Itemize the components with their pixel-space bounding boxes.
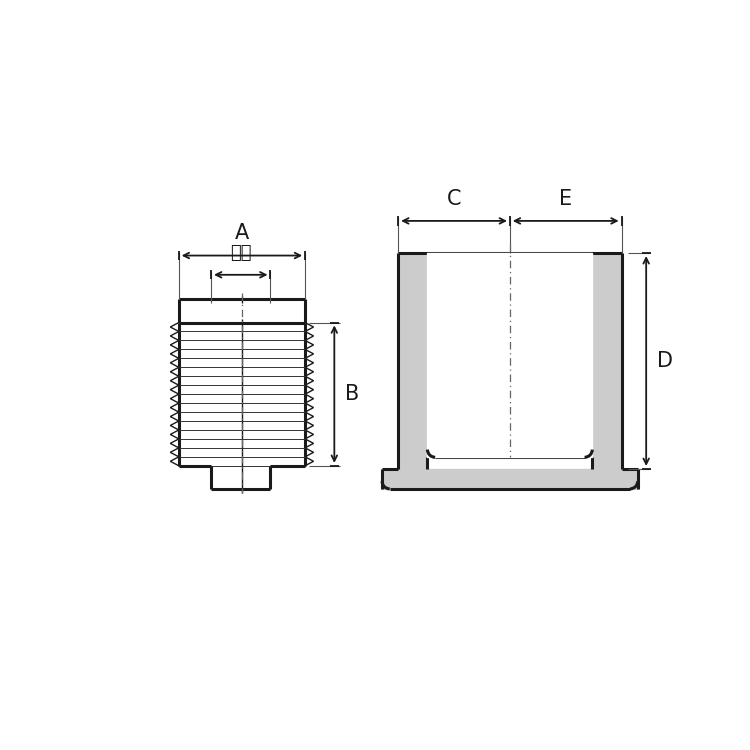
Polygon shape bbox=[592, 254, 622, 469]
Text: E: E bbox=[560, 188, 572, 209]
Text: A: A bbox=[235, 224, 249, 243]
Polygon shape bbox=[427, 254, 592, 458]
Text: C: C bbox=[447, 188, 461, 209]
Text: ねじ: ねじ bbox=[230, 244, 251, 262]
Text: B: B bbox=[345, 384, 359, 404]
Polygon shape bbox=[382, 469, 638, 489]
Polygon shape bbox=[398, 254, 427, 469]
Text: D: D bbox=[657, 351, 673, 371]
